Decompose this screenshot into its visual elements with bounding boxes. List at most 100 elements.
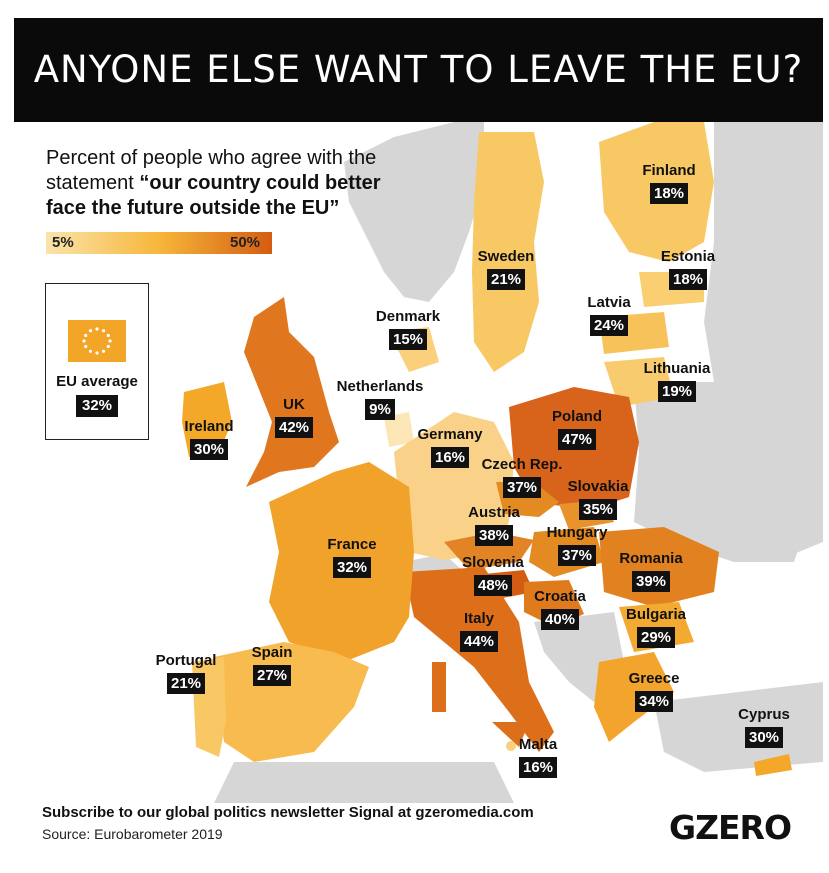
source-text: Source: Eurobarometer 2019 [42,826,223,842]
romania-shape [599,527,719,607]
country-name: Greece [628,670,680,687]
country-label-estonia: Estonia 18% [643,248,733,290]
country-name: Netherlands [336,378,424,395]
country-name: Austria [468,504,520,521]
country-value: 18% [668,269,708,290]
country-label-italy: Italy 44% [434,610,524,652]
eu-average-label: EU average [56,373,138,390]
country-name: Lithuania [643,360,711,377]
country-label-cyprus: Cyprus 30% [719,706,809,748]
footer [14,803,823,873]
europe-map [182,122,823,803]
country-name: Ireland [184,418,234,435]
country-label-ireland: Ireland 30% [164,418,254,460]
newsletter-text: Subscribe to our global politics newslet… [42,804,534,821]
country-label-spain: Spain 27% [227,644,317,686]
country-label-austria: Austria 38% [449,504,539,546]
malta-dot [506,741,516,751]
page-title: ANYONE ELSE WANT TO LEAVE THE EU? [33,48,804,91]
country-name: Hungary [546,524,608,541]
country-label-portugal: Portugal 21% [141,652,231,694]
country-label-croatia: Croatia 40% [515,588,605,630]
country-label-lithuania: Lithuania 19% [627,360,727,402]
country-value: 35% [578,499,618,520]
country-label-slovakia: Slovakia 35% [553,478,643,520]
country-name: Poland [551,408,602,425]
country-value: 37% [502,477,542,498]
country-value: 27% [252,665,292,686]
country-value: 42% [274,417,314,438]
eu-average-value: 32% [76,395,118,417]
map-area: Finland 18% Sweden 21% Estonia 18% Latvi… [14,122,823,803]
country-label-uk: UK 42% [249,396,339,438]
germany-shape [394,412,514,560]
country-value: 29% [636,627,676,648]
country-label-sweden: Sweden 21% [461,248,551,290]
country-name: Germany [417,426,483,443]
country-label-denmark: Denmark 15% [363,308,453,350]
scale-min-label: 5% [52,234,74,251]
country-name: Latvia [587,294,631,311]
country-label-france: France 32% [307,536,397,578]
country-label-latvia: Latvia 24% [564,294,654,336]
country-label-hungary: Hungary 37% [532,524,622,566]
country-name: UK [283,396,305,413]
country-label-czech-rep: Czech Rep. 37% [475,456,569,498]
country-label-netherlands: Netherlands 9% [325,378,435,420]
country-value: 21% [166,673,206,694]
infographic-card: ANYONE ELSE WANT TO LEAVE THE EU? [14,18,823,873]
country-name: Bulgaria [625,606,686,623]
country-name: Spain [251,644,293,661]
country-value: 24% [589,315,629,336]
eu-flag-icon [68,320,126,362]
italy-shape [404,567,554,752]
subtitle: Percent of people who agree with the sta… [46,146,406,221]
country-label-bulgaria: Bulgaria 29% [611,606,701,648]
country-label-slovenia: Slovenia 48% [448,554,538,596]
country-label-poland: Poland 47% [532,408,622,450]
country-name: Finland [642,162,696,179]
country-value: 32% [332,557,372,578]
country-name: Sweden [477,248,535,265]
country-value: 21% [486,269,526,290]
north-africa-shape [214,762,514,803]
country-value: 19% [657,381,697,402]
country-value: 40% [540,609,580,630]
country-label-romania: Romania 39% [606,550,696,592]
eu-average-box: EU average 32% [45,283,149,440]
sardinia-shape [432,662,446,712]
country-value: 38% [474,525,514,546]
country-name: Cyprus [738,706,790,723]
spain-shape [214,642,369,762]
turkey-shape [654,682,823,772]
color-scale-bar [46,232,272,254]
country-name: Portugal [155,652,217,669]
country-name: Italy [463,610,494,627]
country-label-finland: Finland 18% [624,162,714,204]
country-name: Czech Rep. [481,456,563,473]
country-label-germany: Germany 16% [405,426,495,468]
gzero-logo: GZERO [669,808,792,847]
country-value: 34% [634,691,674,712]
country-name: France [327,536,377,553]
country-value: 48% [473,575,513,596]
country-value: 15% [388,329,428,350]
sicily-shape [492,722,529,747]
country-name: Slovakia [567,478,629,495]
country-name: Malta [518,736,558,753]
country-value: 37% [557,545,597,566]
country-value: 16% [518,757,558,778]
scale-max-label: 50% [230,234,261,251]
country-label-malta: Malta 16% [493,736,583,778]
country-name: Estonia [660,248,716,265]
lithuania-shape [604,357,674,407]
subtitle-plain: Percent of people who agree with the sta… [46,147,377,194]
country-value: 9% [365,399,395,420]
cyprus-shape [754,754,792,776]
subtitle-quote: “our country could better face the futur… [46,172,381,219]
ireland-shape [182,382,232,457]
title-bar: ANYONE ELSE WANT TO LEAVE THE EU? [14,18,823,122]
sweden-shape [472,132,544,372]
country-value: 44% [459,631,499,652]
country-value: 18% [649,183,689,204]
